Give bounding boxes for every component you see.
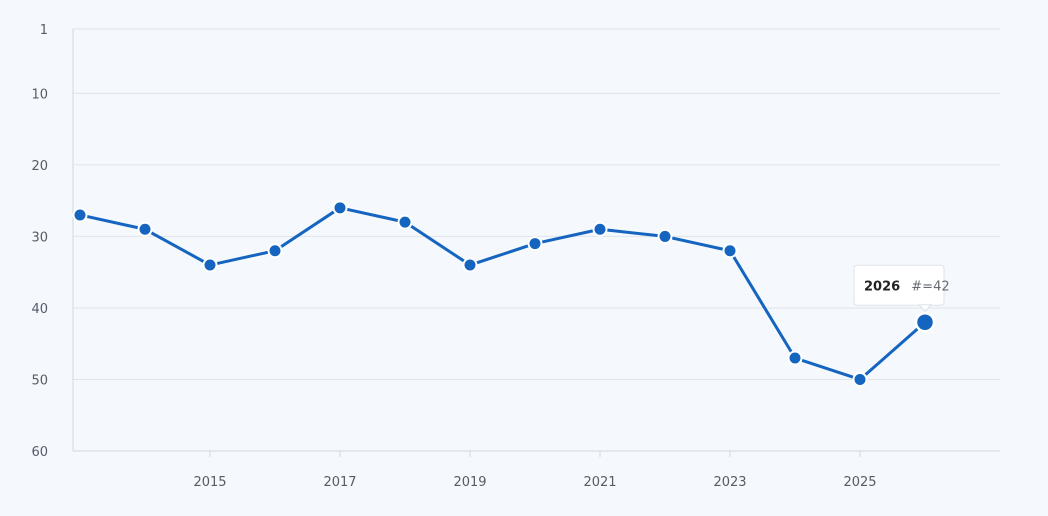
tooltip-box	[853, 264, 945, 306]
series-layer	[72, 200, 936, 387]
tooltip-text: 2026 #=42	[864, 275, 950, 294]
tooltip-year: 2026	[864, 279, 900, 294]
y-tick-label: 1	[40, 23, 48, 38]
y-tick-label: 30	[31, 230, 48, 245]
x-tick-label: 2023	[713, 475, 746, 490]
data-point[interactable]	[592, 221, 608, 237]
data-point[interactable]	[527, 236, 543, 252]
tooltip: 2026 #=42	[853, 264, 950, 312]
y-tick-label: 60	[31, 445, 48, 460]
axis-layer: 1 10 20 30 40 50 60 2015 2017 2019 2021 2023 2025	[31, 23, 1000, 490]
data-point[interactable]	[72, 207, 88, 223]
tooltip-arrow	[917, 304, 933, 312]
data-point[interactable]	[332, 200, 348, 216]
data-point[interactable]	[267, 243, 283, 259]
data-point[interactable]	[787, 350, 803, 366]
x-tick-label: 2017	[323, 475, 356, 490]
data-point[interactable]	[202, 257, 218, 273]
data-point[interactable]	[657, 228, 673, 244]
x-tick-label: 2019	[453, 475, 486, 490]
x-tick-label: 2021	[583, 475, 616, 490]
y-tick-label: 10	[31, 87, 48, 102]
series-line	[78, 206, 927, 381]
y-tick-label: 50	[31, 373, 48, 388]
tooltip-value: #=42	[911, 279, 949, 294]
data-point[interactable]	[722, 243, 738, 259]
grid-layer	[73, 28, 1000, 380]
data-point[interactable]	[462, 257, 478, 273]
y-tick-label: 20	[31, 159, 48, 174]
data-point[interactable]	[852, 371, 868, 387]
x-tick-label: 2025	[843, 475, 876, 490]
x-tick-label: 2015	[193, 475, 226, 490]
data-point[interactable]	[137, 221, 153, 237]
data-point[interactable]	[397, 214, 413, 230]
highlighted-point[interactable]	[914, 312, 936, 333]
y-tick-label: 40	[31, 302, 48, 317]
